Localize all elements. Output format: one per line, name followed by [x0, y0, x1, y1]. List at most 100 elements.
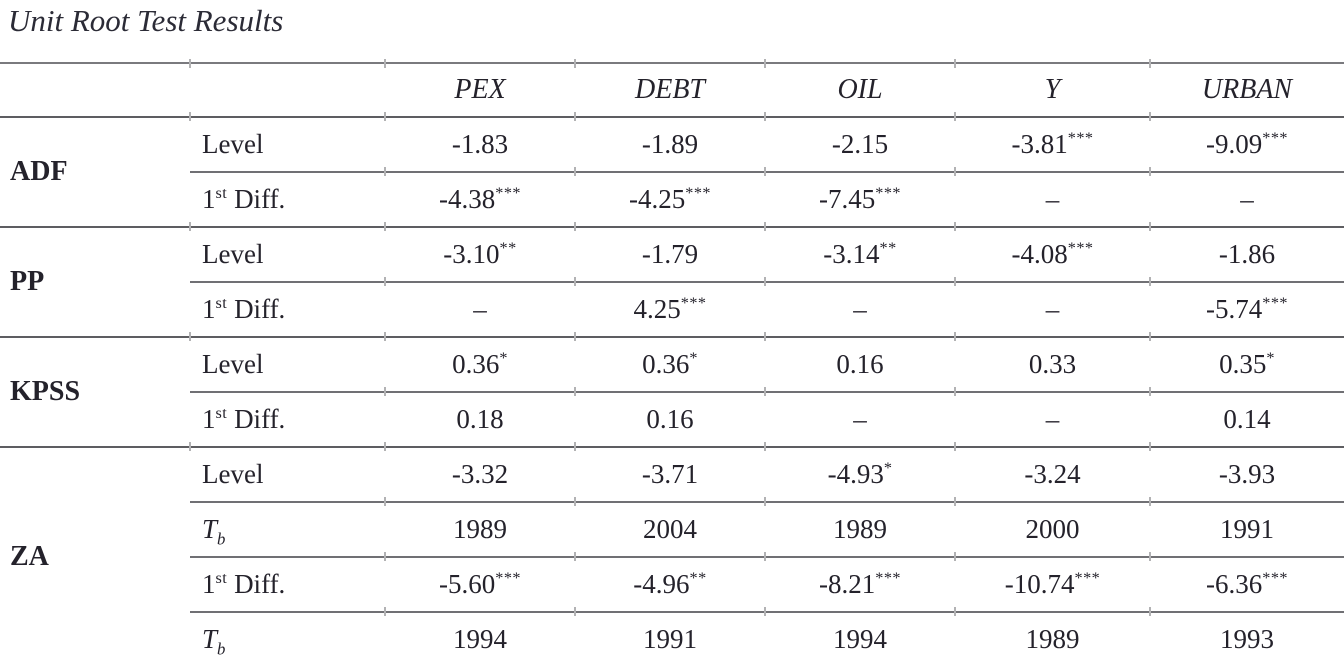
table-cell: 1991 [575, 612, 765, 655]
column-boundary-tick [764, 167, 766, 176]
table-cell: – [385, 282, 575, 338]
table-cell: -1.86 [1150, 227, 1344, 283]
table-row: 1st Diff. 0.18 0.16– –0.14 [0, 392, 1344, 448]
table-row: PP Level -3.10** -1.79 -3.14** -4.08*** -1.86 [0, 227, 1344, 338]
table-cell: -4.96** [575, 557, 765, 613]
table-cell: -5.60*** [385, 557, 575, 613]
column-boundary-tick [764, 277, 766, 286]
table-cell: 1989 [765, 502, 955, 558]
column-boundary-tick [574, 497, 576, 506]
table-cell: 0.36* [575, 337, 765, 393]
column-boundary-tick [384, 112, 386, 121]
table-cell: -1.79 [575, 227, 765, 283]
table-cell: -4.08*** [955, 227, 1150, 283]
column-boundary-tick [1149, 387, 1151, 396]
column-boundary-tick [384, 332, 386, 341]
table-body: ADF Level -1.83 -1.89 -2.15 -3.81*** -9.09*** 1… [0, 117, 1344, 655]
column-boundary-tick [384, 59, 386, 68]
test-name-adf: ADF [0, 117, 190, 228]
table-cell: 1991 [1150, 502, 1344, 558]
column-boundary-tick [764, 332, 766, 341]
column-boundary-tick [764, 442, 766, 451]
column-boundary-tick [384, 222, 386, 231]
table-row: Tb 1989 2004 1989 2000 1991 [0, 502, 1344, 558]
row-label: Level [190, 337, 385, 393]
column-boundary-tick [954, 277, 956, 286]
column-boundary-tick [189, 332, 191, 341]
column-boundary-tick [1149, 59, 1151, 68]
table-cell: 0.33 [955, 337, 1150, 393]
unit-root-results-table: PEX DEBT OIL Y URBAN ADF Level -1.83 -1.89 -2.15… [0, 62, 1344, 655]
column-boundary-tick [574, 442, 576, 451]
column-header-pex: PEX [385, 63, 575, 118]
column-boundary-tick [574, 277, 576, 286]
table-cell: -3.81*** [955, 117, 1150, 173]
table-cell: -8.21*** [765, 557, 955, 613]
column-boundary-tick [384, 552, 386, 561]
column-boundary-tick [1149, 552, 1151, 561]
column-boundary-tick [574, 112, 576, 121]
column-boundary-tick [1149, 332, 1151, 341]
column-boundary-tick [764, 497, 766, 506]
row-label: Level [190, 117, 385, 173]
table-cell: – [765, 282, 955, 338]
table-cell: -4.93* [765, 447, 955, 503]
table-cell: -1.83 [385, 117, 575, 173]
table-cell: 4.25*** [575, 282, 765, 338]
column-boundary-tick [954, 607, 956, 616]
column-boundary-tick [1149, 442, 1151, 451]
column-boundary-tick [954, 387, 956, 396]
column-boundary-tick [384, 277, 386, 286]
table-row: KPSS Level 0.36* 0.36* 0.16 0.33 0.35* [0, 337, 1344, 448]
column-boundary-tick [764, 607, 766, 616]
table-cell: 0.36* [385, 337, 575, 393]
table-cell: -1.89 [575, 117, 765, 173]
column-boundary-tick [189, 222, 191, 231]
column-boundary-tick [1149, 497, 1151, 506]
table-cell: -3.10** [385, 227, 575, 283]
table-cell: -3.93 [1150, 447, 1344, 503]
column-boundary-tick [954, 59, 956, 68]
column-boundary-tick [574, 59, 576, 68]
table-cell: -3.71 [575, 447, 765, 503]
table-cell: -7.45*** [765, 172, 955, 228]
table-cell: – [765, 392, 955, 448]
table-cell: – [1150, 172, 1344, 228]
row-label: 1st Diff. [190, 557, 385, 613]
table-cell: – [955, 392, 1150, 448]
header-row: PEX DEBT OIL Y URBAN [0, 63, 1344, 118]
row-label: 1st Diff. [190, 392, 385, 448]
table-cell: 0.18 [385, 392, 575, 448]
column-boundary-tick [189, 442, 191, 451]
column-boundary-tick [574, 222, 576, 231]
column-boundary-tick [954, 222, 956, 231]
corner-cell [190, 63, 385, 118]
table-cell: 1989 [955, 612, 1150, 655]
column-header-urban: URBAN [1150, 63, 1344, 118]
row-label: Tb [190, 612, 385, 655]
table-header: PEX DEBT OIL Y URBAN [0, 63, 1344, 118]
column-boundary-tick [764, 552, 766, 561]
column-boundary-tick [384, 497, 386, 506]
table-cell: -5.74*** [1150, 282, 1344, 338]
test-name-pp: PP [0, 227, 190, 338]
test-name-kpss: KPSS [0, 337, 190, 448]
column-boundary-tick [574, 167, 576, 176]
table-cell: 0.35* [1150, 337, 1344, 393]
table-cell: -10.74*** [955, 557, 1150, 613]
column-boundary-tick [764, 387, 766, 396]
table-row: 1st Diff. -5.60*** -4.96** -8.21*** -10.74**… [0, 557, 1344, 613]
column-header-debt: DEBT [575, 63, 765, 118]
row-label: Level [190, 227, 385, 283]
row-label: 1st Diff. [190, 282, 385, 338]
column-boundary-tick [189, 59, 191, 68]
column-boundary-tick [384, 607, 386, 616]
column-boundary-tick [384, 167, 386, 176]
table-cell: – [955, 172, 1150, 228]
table-cell: 1993 [1150, 612, 1344, 655]
column-boundary-tick [1149, 112, 1151, 121]
column-boundary-tick [384, 442, 386, 451]
column-boundary-tick [1149, 607, 1151, 616]
column-boundary-tick [574, 387, 576, 396]
